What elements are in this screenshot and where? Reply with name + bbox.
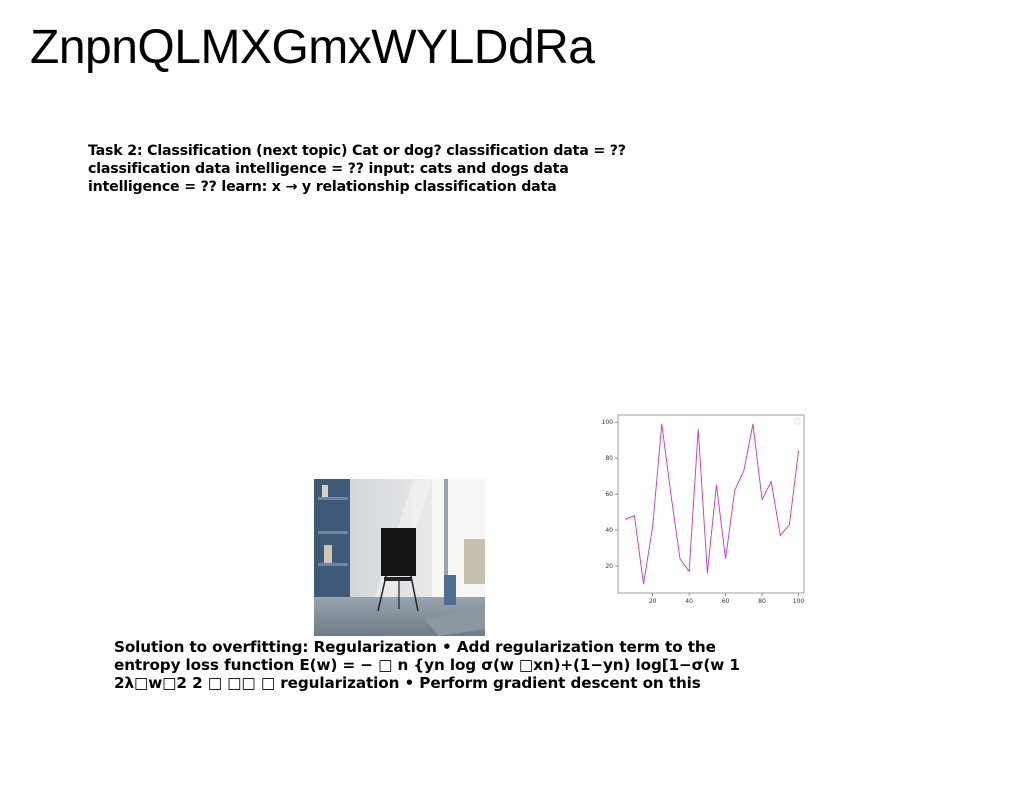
regularization-text: Solution to overfitting: Regularization …: [114, 638, 740, 692]
data-point: [688, 571, 690, 572]
data-point: [652, 526, 654, 527]
data-point: [743, 470, 745, 472]
data-point: [661, 423, 663, 425]
data-point: [679, 558, 681, 560]
data-point: [716, 484, 717, 486]
data-point: [734, 490, 736, 491]
data-point: [779, 535, 781, 536]
x-tick-label: 20: [649, 598, 657, 605]
line-chart: 20 40 60 80 100 20 40 60 80 100: [590, 408, 815, 608]
data-point: [798, 450, 799, 452]
y-tick-label: 80: [605, 455, 613, 462]
slide-title: ZnpnQLMXGmxWYLDdRa: [30, 21, 595, 74]
x-tick-label: 100: [793, 598, 805, 605]
task-description-text: Task 2: Classification (next topic) Cat …: [88, 143, 626, 195]
data-point: [634, 515, 635, 517]
data-point: [761, 499, 763, 500]
x-tick-label: 60: [722, 598, 730, 605]
data-point: [670, 493, 672, 495]
data-point: [725, 558, 726, 560]
room-photo: [314, 479, 485, 636]
x-tick-label: 80: [758, 598, 766, 605]
x-tick-label: 40: [685, 598, 693, 605]
series-line-0: [625, 423, 799, 585]
y-tick-label: 40: [605, 527, 613, 534]
plot-frame: [617, 414, 805, 594]
data-point: [770, 481, 772, 482]
data-point: [624, 518, 626, 520]
y-tick-label: 60: [605, 491, 613, 498]
data-point: [752, 423, 754, 425]
y-tick-label: 20: [605, 563, 613, 570]
y-tick-label: 100: [602, 419, 614, 426]
data-point: [789, 524, 790, 526]
data-point: [706, 572, 708, 574]
data-point: [643, 583, 644, 585]
data-point: [697, 428, 699, 430]
legend-box: [794, 418, 801, 425]
